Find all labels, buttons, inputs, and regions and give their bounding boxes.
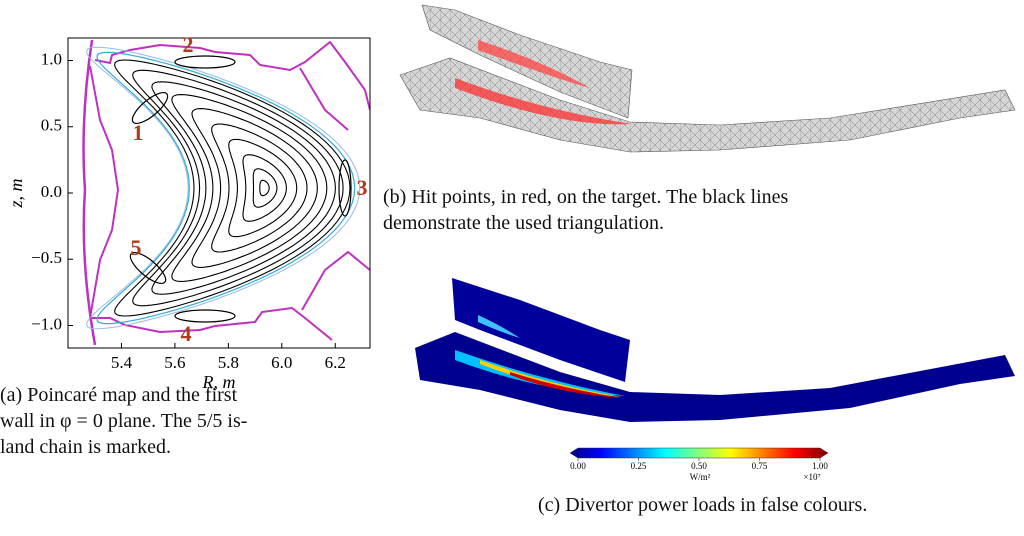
flux-surface [132,69,344,307]
y-axis-label: z, m [6,178,26,208]
target-tile [399,57,1016,153]
flux-surface [242,154,287,222]
island [129,251,167,285]
flux-surface [151,81,336,295]
y-tick-label: −1.0 [31,314,62,333]
flux-surface [228,138,298,238]
island-label: 2 [183,32,194,57]
x-tick-label: 5.8 [218,353,239,372]
island-label: 5 [131,235,142,260]
x-tick-label: 5.4 [111,353,133,372]
caption: (c) Divertor power loads in false colour… [538,494,868,516]
colorbar-multiplier: ×10⁷ [803,472,820,482]
x-tick-label: 6.0 [271,353,292,372]
colorbar-unit: W/m² [690,472,711,482]
flux-surface [252,168,278,208]
y-tick-label: 1.0 [41,49,62,68]
colorbar [569,447,829,459]
caption: (b) Hit points, in red, on the target. T… [383,186,789,208]
flux-surface [171,94,328,282]
y-tick-label: −0.5 [31,248,62,267]
flux-surface [259,179,270,197]
caption: land chain is marked. [0,436,172,458]
flux-surface [114,59,351,317]
island-label: 3 [357,175,368,200]
first-wall [82,39,97,346]
colorbar-tick-label: 1.00 [812,461,828,471]
colorbar-tick-label: 0.75 [752,461,768,471]
y-tick-label: 0.0 [41,182,62,201]
island [338,159,352,217]
caption: wall in φ = 0 plane. The 5/5 is- [0,410,248,432]
colorbar-tick-label: 0.00 [570,461,586,471]
flux-surface [211,123,308,253]
power-load [478,315,520,338]
axes-frame [67,37,371,349]
colorbar-tick-label: 0.25 [631,461,647,471]
divertor-tile [415,332,1015,422]
island [131,91,169,125]
flux-surface [191,108,318,268]
hit-points [455,78,632,125]
poincare-plot [82,39,370,346]
caption: demonstrate the used triangulation. [383,212,665,234]
island [174,309,236,323]
x-axis-label: R, m [202,372,236,392]
x-tick-label: 5.6 [164,353,185,372]
divertor-tile [452,278,630,382]
hit-points [478,40,590,88]
y-tick-label: 0.5 [41,116,62,135]
island-label: 1 [133,120,144,145]
separatrix [96,51,356,325]
first-wall [88,40,370,341]
island-label: 4 [181,321,192,346]
caption: (a) Poincaré map and the first [0,384,238,406]
colorbar-tick-label: 0.50 [691,461,707,471]
x-tick-label: 6.2 [325,353,346,372]
island [174,55,236,69]
